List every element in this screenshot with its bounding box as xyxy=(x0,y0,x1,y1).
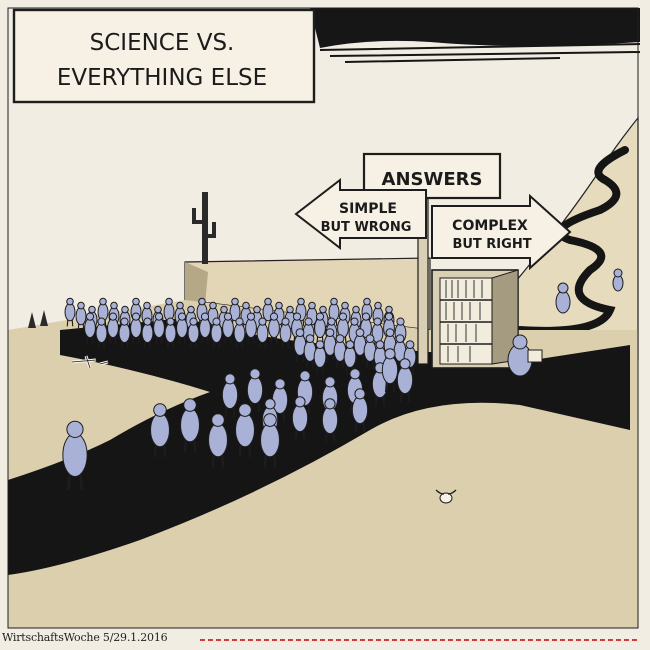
crowd-figure xyxy=(164,317,177,349)
crowd-figure xyxy=(141,317,154,349)
crowd-figure xyxy=(64,297,76,327)
crowd-figure xyxy=(303,334,317,368)
left-arrow-line1: SIMPLE xyxy=(339,201,397,217)
crowd-figure xyxy=(180,398,200,453)
mesa-face xyxy=(185,262,208,305)
right-arrow-line1: COMPLEX xyxy=(452,218,528,234)
crowd-figure xyxy=(260,413,280,468)
crowd-figure xyxy=(351,388,369,433)
crowd-figure xyxy=(291,396,309,441)
crowd-figure xyxy=(328,297,340,327)
winding-path xyxy=(516,146,629,335)
reading-figure xyxy=(507,334,543,377)
bookcase xyxy=(431,269,519,369)
title-line2: EVERYTHING ELSE xyxy=(57,65,267,91)
hill-figures xyxy=(555,268,624,314)
crowd-figure xyxy=(235,403,255,458)
crowd-figure xyxy=(84,312,96,344)
cactus-icon xyxy=(192,192,216,264)
crowd-figure xyxy=(130,312,142,344)
panel-frame xyxy=(7,7,639,629)
crowd-figure xyxy=(396,358,414,403)
crowd-figure xyxy=(176,312,188,344)
crowd-figure xyxy=(75,301,87,331)
crowd-figure xyxy=(208,413,228,468)
answers-sign xyxy=(362,152,502,200)
crowd-figure xyxy=(153,312,165,344)
publication-caption: WirtschaftsWoche 5/29.1.2016 xyxy=(2,631,168,644)
title-line1: SCIENCE VS. xyxy=(90,30,235,56)
crowd-figure xyxy=(256,317,269,349)
left-arrow-line2: BUT WRONG xyxy=(321,220,412,235)
crowd-figure xyxy=(62,420,88,491)
crowd-figure xyxy=(363,334,377,368)
crowd-figure xyxy=(381,348,399,393)
dark-sky-band xyxy=(310,8,640,48)
crowd-figure xyxy=(199,312,211,344)
crowd-figure xyxy=(210,317,223,349)
title-box xyxy=(12,8,316,104)
crowd-figure xyxy=(271,378,289,423)
crowd-figure xyxy=(279,317,292,349)
crowd-figure xyxy=(323,328,337,362)
bones-icon xyxy=(71,355,109,369)
crowd-figure xyxy=(221,373,239,418)
sky-streaks xyxy=(319,43,641,63)
crowd-figure xyxy=(313,340,327,374)
crowd-figure xyxy=(291,312,303,344)
crowd-figure xyxy=(321,398,339,443)
crowd-figure xyxy=(293,328,307,362)
crowd-figure xyxy=(245,312,257,344)
crowd-figure xyxy=(393,334,407,368)
crowd-figure xyxy=(107,312,119,344)
crowd-figure xyxy=(222,312,234,344)
road-branch-right xyxy=(500,367,630,430)
crowd-figure xyxy=(118,317,131,349)
crowd-figure xyxy=(268,312,280,344)
right-arrow-sign xyxy=(431,193,572,271)
crowd-figure xyxy=(187,317,200,349)
answers-sign-text: ANSWERS xyxy=(382,169,483,190)
crowd-figure xyxy=(337,312,349,344)
right-arrow-line2: BUT RIGHT xyxy=(452,237,531,252)
cow-skull-icon xyxy=(435,489,457,504)
crowd xyxy=(62,297,417,491)
crowd-figure xyxy=(353,328,367,362)
crowd-figure xyxy=(343,340,357,374)
main-road xyxy=(8,318,630,575)
crowd-figure xyxy=(233,317,246,349)
crowd-figure xyxy=(95,317,108,349)
left-arrow-sign xyxy=(294,177,427,251)
crowd-figure xyxy=(150,403,170,458)
vulture-birds xyxy=(28,310,48,328)
signpost: ANSWERS SIMPLE BUT WRONG COMPLEX BUT RIG… xyxy=(294,152,572,365)
